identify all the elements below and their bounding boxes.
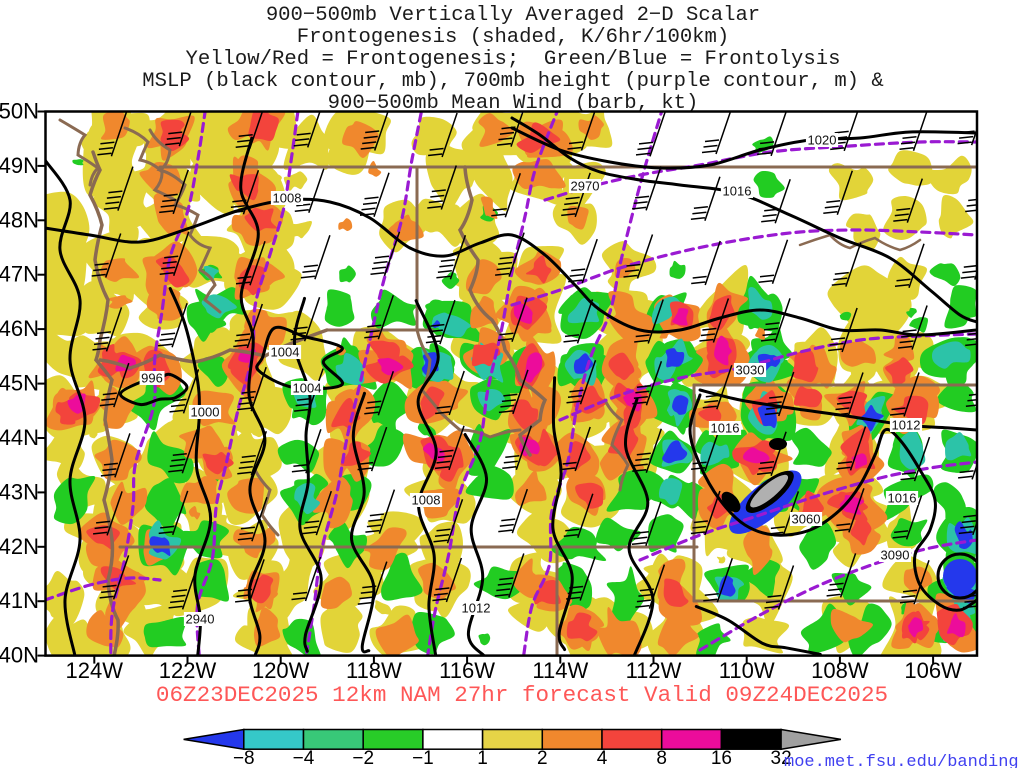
svg-text:moe.met.fsu.edu/banding: moe.met.fsu.edu/banding: [784, 753, 1019, 768]
svg-text:42N: 42N: [0, 534, 39, 559]
svg-text:Frontogenesis (shaded, K/6hr/1: Frontogenesis (shaded, K/6hr/100km): [297, 26, 730, 49]
svg-text:1008: 1008: [412, 493, 441, 508]
svg-text:106W: 106W: [904, 658, 962, 683]
svg-text:46N: 46N: [0, 316, 39, 341]
svg-text:−4: −4: [293, 748, 315, 768]
svg-text:48N: 48N: [0, 207, 39, 232]
svg-text:122W: 122W: [159, 658, 217, 683]
svg-text:116W: 116W: [439, 658, 495, 683]
svg-text:44N: 44N: [0, 425, 39, 450]
svg-text:MSLP (black contour, mb), 700m: MSLP (black contour, mb), 700mb height (…: [142, 70, 884, 93]
svg-text:900−500mb Vertically Averaged: 900−500mb Vertically Averaged 2−D Scalar: [266, 4, 760, 27]
svg-text:900−500mb Mean Wind (barb, kt): 900−500mb Mean Wind (barb, kt): [328, 92, 699, 115]
svg-text:32: 32: [771, 748, 792, 768]
svg-text:1000: 1000: [191, 405, 220, 420]
svg-text:1004: 1004: [271, 345, 300, 360]
svg-text:118W: 118W: [346, 658, 402, 683]
svg-text:1004: 1004: [293, 381, 322, 396]
svg-text:06Z23DEC2025 12km NAM 27hr for: 06Z23DEC2025 12km NAM 27hr forecast Vali…: [156, 682, 888, 708]
svg-text:8: 8: [656, 748, 667, 768]
svg-text:2: 2: [537, 748, 548, 768]
svg-text:1016: 1016: [723, 184, 752, 199]
svg-text:3030: 3030: [736, 363, 765, 378]
svg-text:2970: 2970: [571, 179, 600, 194]
svg-text:1012: 1012: [462, 601, 491, 616]
svg-text:16: 16: [711, 748, 732, 768]
svg-text:4: 4: [597, 748, 608, 768]
svg-text:1012: 1012: [892, 418, 921, 433]
svg-text:1016: 1016: [888, 491, 917, 506]
svg-text:40N: 40N: [0, 643, 39, 668]
svg-text:1: 1: [477, 748, 488, 768]
svg-text:3060: 3060: [792, 512, 821, 527]
svg-text:−1: −1: [412, 748, 434, 768]
svg-text:−8: −8: [233, 748, 255, 768]
svg-text:3090: 3090: [881, 548, 910, 563]
svg-text:1008: 1008: [273, 191, 302, 206]
svg-text:49N: 49N: [0, 153, 39, 178]
svg-text:1020: 1020: [808, 133, 837, 148]
svg-text:110W: 110W: [719, 658, 775, 683]
svg-text:Yellow/Red = Frontogenesis; G: Yellow/Red = Frontogenesis; Green/Blue =…: [186, 48, 841, 71]
svg-text:41N: 41N: [0, 588, 39, 613]
svg-text:124W: 124W: [66, 658, 124, 683]
svg-text:114W: 114W: [532, 658, 588, 683]
svg-text:2940: 2940: [186, 612, 215, 627]
svg-text:996: 996: [141, 371, 163, 386]
svg-text:1016: 1016: [711, 421, 740, 436]
svg-text:112W: 112W: [626, 658, 682, 683]
svg-text:50N: 50N: [0, 99, 39, 124]
svg-text:120W: 120W: [252, 658, 310, 683]
svg-text:45N: 45N: [0, 371, 39, 396]
svg-text:108W: 108W: [811, 658, 869, 683]
svg-text:43N: 43N: [0, 479, 39, 504]
svg-text:47N: 47N: [0, 262, 39, 287]
svg-text:−2: −2: [352, 748, 374, 768]
